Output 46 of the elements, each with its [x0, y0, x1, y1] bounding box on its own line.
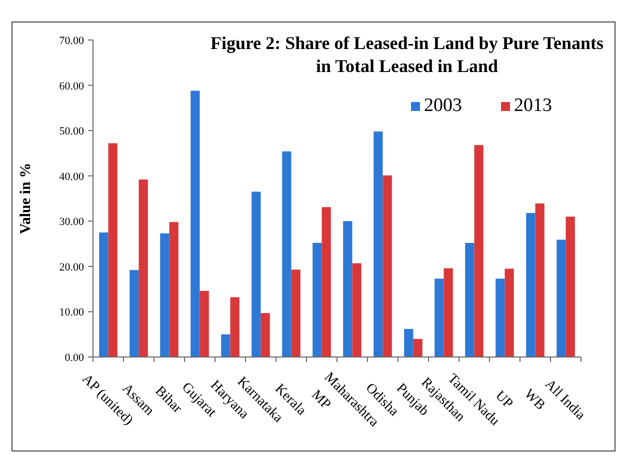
bar	[108, 143, 118, 357]
bar	[169, 222, 178, 357]
legend-label: 2003	[424, 95, 462, 116]
y-tick-label: 40.00	[59, 170, 84, 183]
x-tick-label: WB	[520, 386, 548, 414]
bar	[374, 131, 383, 357]
x-tick-label: UP	[492, 388, 516, 412]
bar	[200, 290, 209, 357]
bar	[160, 233, 170, 357]
bar	[343, 221, 352, 357]
bar	[312, 242, 322, 357]
bar	[404, 328, 414, 357]
legend-label: 2013	[514, 95, 552, 116]
bar	[352, 263, 362, 357]
bar	[291, 270, 300, 357]
bar	[465, 242, 474, 357]
bar	[221, 334, 230, 357]
y-tick-label: 10.00	[59, 306, 84, 319]
y-tick-label: 20.00	[59, 261, 84, 274]
bar	[526, 212, 536, 357]
bar	[190, 90, 200, 357]
bar	[99, 232, 108, 357]
bar	[504, 268, 514, 357]
y-tick-label: 0.00	[64, 352, 84, 364]
bar	[535, 203, 544, 357]
y-tick-label: 50.00	[59, 126, 84, 138]
bar	[130, 270, 139, 357]
bar	[566, 216, 575, 357]
bar	[474, 145, 484, 357]
y-tick-label: 60.00	[59, 80, 84, 92]
bar	[322, 207, 331, 357]
bar	[138, 179, 148, 357]
bar	[444, 268, 453, 357]
bar	[260, 313, 270, 357]
bar	[252, 192, 261, 357]
bar	[282, 151, 292, 357]
chart-title: Figure 2: Share of Leased-in Land by Pure Tenants in Total Leased in Land	[210, 33, 604, 76]
bar	[556, 240, 566, 357]
bar	[434, 278, 444, 357]
y-tick-label: 70.00	[59, 35, 84, 47]
y-axis-title: Value in %	[18, 162, 34, 234]
bar	[382, 175, 392, 357]
bar	[230, 297, 240, 357]
bar	[496, 278, 505, 357]
bar	[413, 338, 422, 357]
y-tick-label: 30.00	[59, 216, 84, 228]
